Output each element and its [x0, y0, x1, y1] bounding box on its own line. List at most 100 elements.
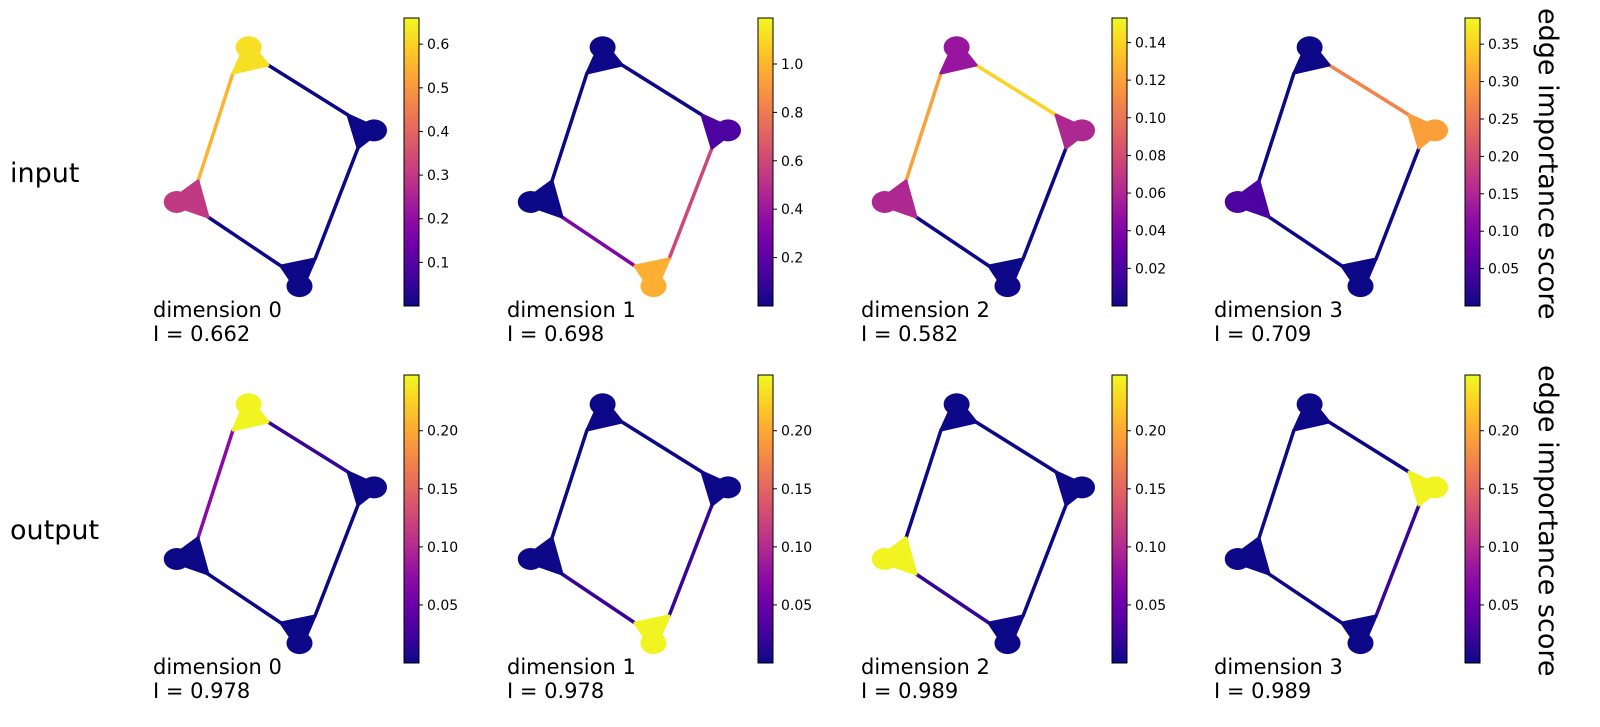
colorbar-tick-label: 0.15	[1488, 187, 1519, 203]
edge-0	[1327, 63, 1411, 117]
cluster-3	[871, 179, 918, 219]
colorbar-tick-label: 0.1	[427, 255, 449, 271]
dimension-label: dimension 0	[153, 298, 282, 322]
colorbar-tick-label: 0.15	[427, 482, 458, 498]
cluster-0	[939, 36, 978, 75]
colorbar-tick-label: 0.4	[781, 202, 803, 218]
moran-i-label: I = 0.582	[861, 322, 959, 346]
colorbar-tick-label: 0.25	[1488, 112, 1519, 128]
colorbar-tick-label: 0.35	[1488, 37, 1519, 53]
moran-i-label: I = 0.989	[1214, 679, 1312, 703]
colorbar-tick-label: 0.10	[1488, 540, 1519, 556]
colorbar-tick-label: 0.15	[781, 482, 812, 498]
edge-3	[196, 428, 235, 540]
colorbar: 0.05 0.10 0.15 0.20	[1464, 374, 1519, 664]
colorbar-tick-label: 0.30	[1488, 75, 1519, 91]
colorbar-tick-label: 0.4	[427, 124, 449, 140]
moran-i-label: I = 0.709	[1214, 322, 1312, 346]
row-label-input: input	[10, 158, 80, 189]
colorbar-tick-label: 0.05	[427, 598, 458, 614]
colorbar-tick-label: 0.20	[1135, 424, 1166, 440]
colorbar-tick-label: 0.15	[1488, 482, 1519, 498]
edge-2	[914, 215, 991, 268]
edge-1	[313, 146, 360, 261]
colorbar-tick-label: 0.08	[1135, 148, 1166, 164]
colorbar: 0.05 0.10 0.15 0.20	[403, 374, 458, 664]
edge-3	[196, 71, 235, 183]
colorbar-tick-label: 0.2	[427, 212, 449, 228]
dimension-label: dimension 3	[1214, 655, 1343, 679]
edge-2	[560, 215, 637, 268]
colorbar-tick-label: 0.10	[781, 540, 812, 556]
moran-i-label: I = 0.698	[507, 322, 605, 346]
edge-0	[1327, 420, 1411, 474]
cluster-0	[585, 393, 624, 432]
colorbar-tick-label: 0.10	[1488, 224, 1519, 240]
colorbar: 0.05 0.10 0.15 0.20 0.25 0.30 0.35	[1464, 17, 1519, 307]
edge-1	[1374, 146, 1421, 261]
edge-2	[560, 572, 637, 625]
cluster-2	[1340, 257, 1378, 298]
colorbar: 0.05 0.10 0.15 0.20	[1111, 374, 1166, 664]
cluster-0	[231, 36, 270, 75]
colorbar-tick-label: 0.10	[1135, 540, 1166, 556]
cluster-1	[1407, 470, 1448, 507]
cluster-1	[1054, 113, 1095, 150]
dimension-label: dimension 2	[861, 655, 990, 679]
colorbar-tick-label: 0.6	[427, 37, 449, 53]
colorbar-tick-label: 1.0	[781, 57, 803, 73]
edge-0	[974, 63, 1058, 117]
moran-i-label: I = 0.978	[507, 679, 605, 703]
edge-3	[1257, 428, 1296, 540]
graph-input-dim1	[517, 36, 741, 298]
edge-3	[550, 428, 589, 540]
cluster-3	[871, 536, 918, 576]
colorbar-tick-label: 0.15	[1135, 482, 1166, 498]
cluster-3	[517, 536, 564, 576]
colorbar-tick-label: 0.2	[781, 251, 803, 267]
cluster-3	[163, 179, 210, 219]
colorbar: 0.2 0.4 0.6 0.8 1.0	[757, 17, 803, 307]
colorbar: 0.1 0.2 0.3 0.4 0.5 0.6	[403, 17, 449, 307]
moran-i-label: I = 0.662	[153, 322, 251, 346]
cluster-2	[987, 257, 1025, 298]
moran-i-label: I = 0.989	[861, 679, 959, 703]
colorbar-tick-label: 0.20	[1488, 424, 1519, 440]
cluster-3	[517, 179, 564, 219]
cluster-1	[1407, 113, 1448, 150]
graph-output-dim0	[163, 393, 387, 655]
colorbar-tick-label: 0.05	[781, 598, 812, 614]
cluster-0	[1292, 36, 1331, 75]
colorbar-tick-label: 0.05	[1488, 598, 1519, 614]
cluster-0	[939, 393, 978, 432]
cluster-1	[700, 113, 741, 150]
edge-1	[667, 503, 714, 618]
cluster-1	[346, 113, 387, 150]
colorbar-tick-label: 0.05	[1135, 598, 1166, 614]
edge-2	[206, 572, 283, 625]
graph-output-dim3	[1224, 393, 1448, 655]
colorbar-tick-label: 0.14	[1135, 35, 1166, 51]
colorbar-tick-label: 0.20	[781, 424, 812, 440]
edge-0	[266, 420, 350, 474]
dimension-label: dimension 3	[1214, 298, 1343, 322]
dimension-label: dimension 2	[861, 298, 990, 322]
edge-2	[206, 215, 283, 268]
cluster-2	[633, 257, 671, 298]
graph-output-dim2	[871, 393, 1095, 655]
colorbar-tick-label: 0.10	[1135, 111, 1166, 127]
colorbar-tick-label: 0.8	[781, 105, 803, 121]
dimension-label: dimension 0	[153, 655, 282, 679]
cluster-1	[1054, 470, 1095, 507]
cluster-0	[1292, 393, 1331, 432]
edge-0	[620, 63, 704, 117]
cluster-3	[1224, 179, 1271, 219]
cluster-0	[585, 36, 624, 75]
cluster-1	[700, 470, 741, 507]
cluster-0	[231, 393, 270, 432]
edge-2	[914, 572, 991, 625]
